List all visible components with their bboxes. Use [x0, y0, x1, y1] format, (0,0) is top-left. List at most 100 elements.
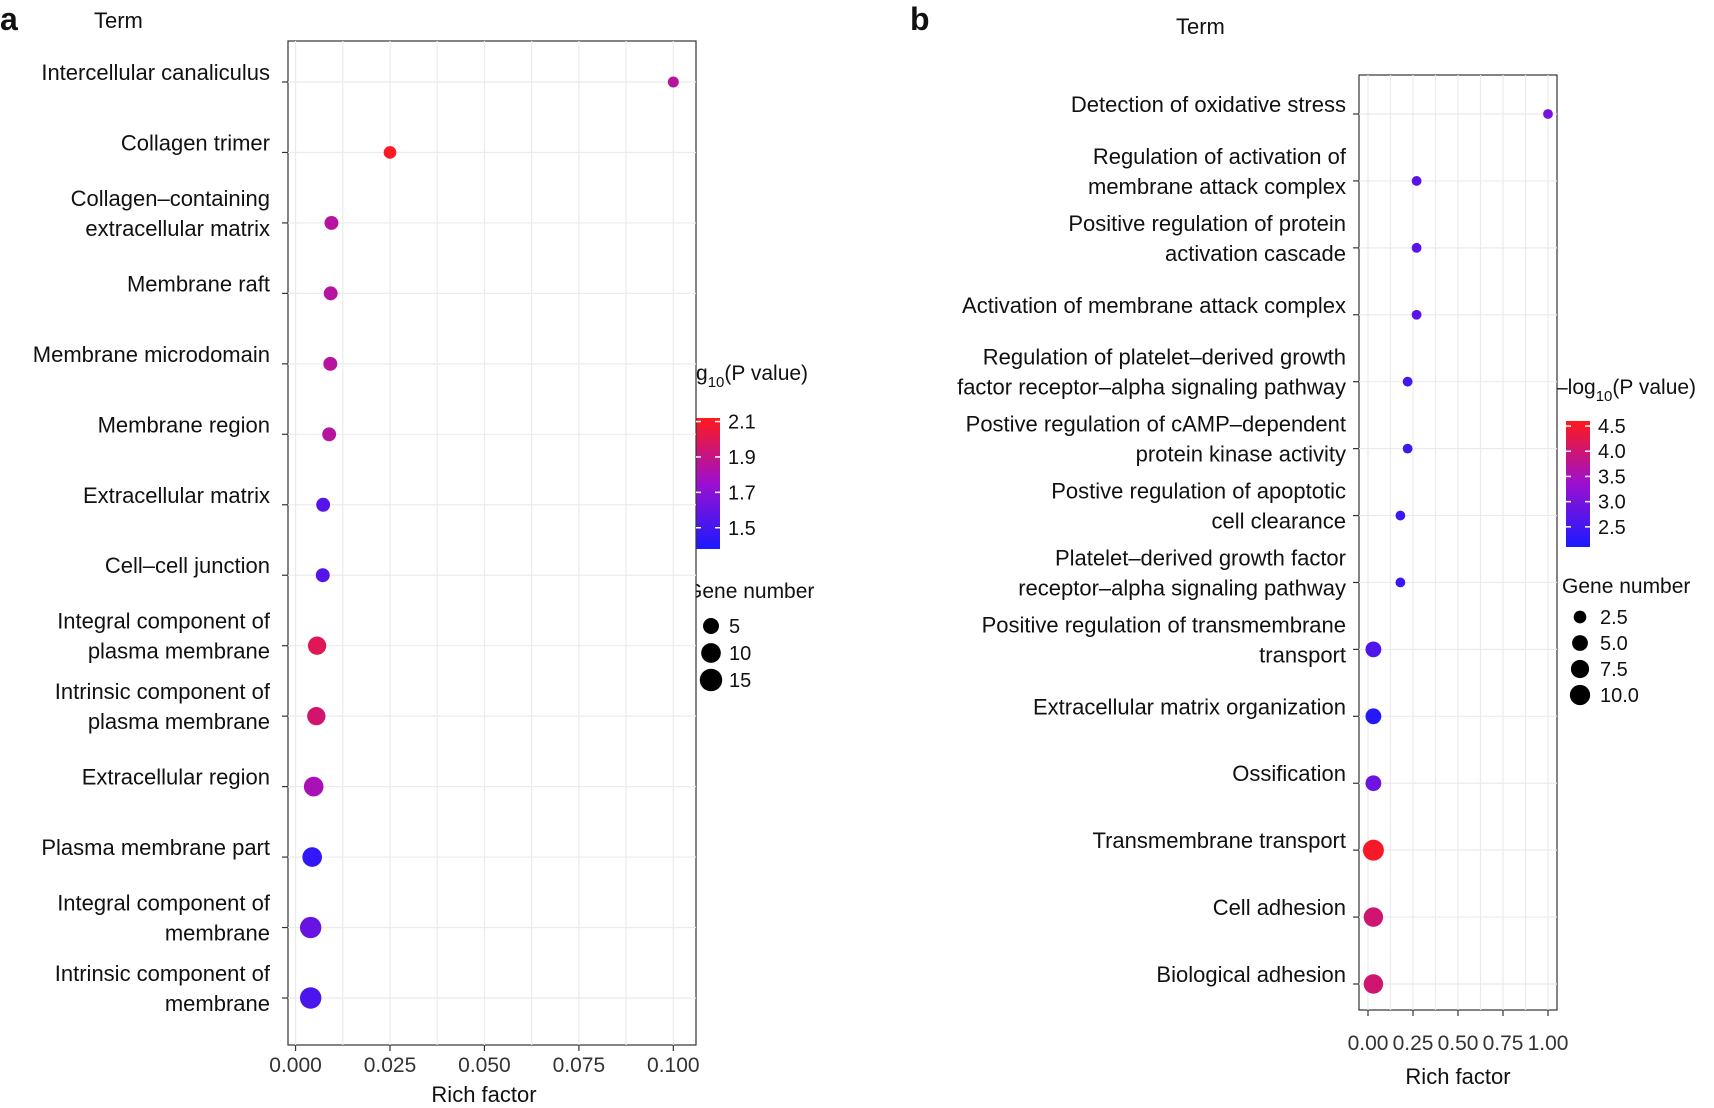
panel-b-term-label: Extracellular matrix organization — [1033, 694, 1346, 719]
panel-b-data-point — [1395, 577, 1406, 588]
panel-b-term-label: Cell adhesion — [1213, 895, 1346, 920]
panel-a-colorbar — [696, 418, 720, 549]
panel-b-size-legend-label: 10.0 — [1600, 685, 1639, 707]
panel-b-data-point — [1365, 641, 1382, 658]
panel-b-term-label: transport — [1259, 642, 1346, 667]
panel-a-size-legend-label: 15 — [729, 670, 751, 692]
panel-a-letter: a — [0, 1, 18, 37]
panel-b-size-legend-dot — [1572, 635, 1588, 651]
panel-b-term-label: Detection of oxidative stress — [1071, 92, 1346, 117]
panel-a-data-point — [316, 497, 331, 512]
panel-a-term-title: Term — [94, 8, 143, 33]
panel-a-x-tick-label: 0.100 — [647, 1054, 700, 1077]
panel-b-x-tick-label: 1.00 — [1528, 1032, 1569, 1055]
panel-b-x-tick-label: 0.00 — [1348, 1032, 1389, 1055]
panel-a-data-point — [299, 987, 322, 1009]
panel-b-term-label: Activation of membrane attack complex — [962, 293, 1346, 318]
panel-a-term-label: Intrinsic component of — [55, 679, 271, 704]
panel-a-term-label: Intercellular canaliculus — [41, 60, 270, 85]
panel-a-term-label: extracellular matrix — [85, 216, 270, 241]
panel-a-size-legend-dot — [703, 618, 719, 634]
panel-b-x-axis-title: Rich factor — [1405, 1064, 1510, 1089]
panel-a-term-label: Membrane raft — [127, 271, 270, 296]
panel-b-term-label: factor receptor–alpha signaling pathway — [957, 375, 1346, 400]
panel-a-term-label: membrane — [165, 921, 270, 946]
panel-a-term-label: Plasma membrane part — [41, 835, 270, 860]
panel-b-color-legend-title: –log10(P value) — [1556, 376, 1696, 405]
panel-b-x-tick-label: 0.50 — [1438, 1032, 1479, 1055]
panel-a-data-point — [323, 286, 338, 301]
panel-b-term-label: Ossification — [1232, 761, 1346, 786]
panel-a-x-tick-label: 0.075 — [553, 1054, 606, 1077]
panel-a-size-legend-label: 5 — [729, 616, 740, 638]
panel-b-data-point — [1543, 109, 1553, 119]
panel-b-term-label: membrane attack complex — [1088, 174, 1346, 199]
panel-b-term-label: receptor–alpha signaling pathway — [1018, 575, 1346, 600]
panel-b-data-point — [1402, 376, 1413, 387]
panel-b-colorbar-label: 4.5 — [1598, 416, 1626, 438]
panel-b-size-legend-label: 7.5 — [1600, 659, 1628, 681]
panel-a-x-tick-label: 0.050 — [458, 1054, 511, 1077]
panel-b-data-point — [1411, 242, 1422, 253]
panel-a-data-point — [307, 636, 327, 655]
panel-b-term-label: activation cascade — [1165, 241, 1346, 266]
panel-a-plot-frame — [287, 40, 697, 1046]
panel-b-data-point — [1365, 708, 1382, 725]
panel-a-term-label: Extracellular matrix — [83, 483, 270, 508]
panel-a-size-legend-title: Gene number — [686, 580, 814, 603]
panel-b-term-label: Transmembrane transport — [1092, 828, 1346, 853]
panel-a-term-label: Intrinsic component of — [55, 961, 271, 986]
panel-a-x-axis-title: Rich factor — [431, 1082, 536, 1107]
panel-a-term-label: Membrane region — [98, 412, 270, 437]
panel-b-term-label: Postive regulation of cAMP–dependent — [966, 412, 1346, 437]
panel-b-data-point — [1363, 907, 1384, 927]
panel-a-term-label: Membrane microdomain — [33, 342, 270, 367]
panel-a-colorbar-label: 1.5 — [728, 518, 756, 540]
panel-b-term-label: Positive regulation of transmembrane — [982, 612, 1346, 637]
panel-b-term-label: cell clearance — [1211, 509, 1346, 534]
panel-b-size-legend-label: 2.5 — [1600, 607, 1628, 629]
panel-a-term-label: Integral component of — [57, 609, 271, 634]
panel-b-term-label: Platelet–derived growth factor — [1055, 545, 1346, 570]
panel-b-size-legend-label: 5.0 — [1600, 633, 1628, 655]
panel-b-term-label: protein kinase activity — [1136, 442, 1346, 467]
panel-a-size-legend-dot — [701, 643, 721, 663]
panel-b-term-label: Regulation of activation of — [1093, 144, 1347, 169]
panel-a-colorbar-label: 1.7 — [728, 482, 756, 504]
panel-a-term-label: Integral component of — [57, 891, 271, 916]
panel-b-size-legend-dot — [1573, 610, 1587, 624]
panel-b-data-point — [1411, 309, 1422, 320]
panel-b-data-point — [1362, 839, 1384, 861]
panel-a-data-point — [315, 568, 330, 583]
panel-a-term-label: Collagen–containing — [71, 186, 270, 211]
panel-b-letter: b — [910, 1, 930, 37]
panel-a-data-point — [667, 76, 679, 88]
panel-a-x-tick-label: 0.000 — [269, 1054, 322, 1077]
panel-b-term-label: Postive regulation of apoptotic — [1051, 479, 1346, 504]
panel-b-x-tick-label: 0.75 — [1483, 1032, 1524, 1055]
panel-b-size-legend-dot — [1569, 684, 1591, 706]
panel-b-data-point — [1365, 775, 1382, 792]
panel-a-colorbar-label: 2.1 — [728, 412, 756, 434]
panel-a-size-legend-label: 10 — [729, 643, 751, 665]
panel-a-term-label: Collagen trimer — [121, 130, 270, 155]
panel-b-x-tick-label: 0.25 — [1393, 1032, 1434, 1055]
panel-a-term-label: Cell–cell junction — [105, 553, 270, 578]
panel-b-size-legend-title: Gene number — [1562, 575, 1690, 598]
panel-b-term-title: Term — [1176, 14, 1225, 39]
panel-b-size-legend-dot — [1570, 659, 1590, 679]
panel-a-data-point — [383, 146, 397, 159]
panel-b-term-label: Regulation of platelet–derived growth — [983, 345, 1346, 370]
panel-a-data-point — [302, 847, 323, 867]
panel-a-data-point — [303, 776, 324, 797]
panel-b-colorbar-label: 2.5 — [1598, 517, 1626, 539]
panel-b-colorbar — [1566, 421, 1590, 547]
panel-b-term-label: Biological adhesion — [1156, 962, 1346, 987]
panel-b-data-point — [1395, 510, 1406, 521]
panel-b-colorbar-label: 4.0 — [1598, 441, 1626, 463]
panel-b-data-point — [1363, 974, 1384, 994]
panel-b-data-point — [1411, 176, 1422, 186]
panel-b-data-point — [1402, 443, 1413, 454]
panel-a-x-tick-label: 0.025 — [364, 1054, 417, 1077]
